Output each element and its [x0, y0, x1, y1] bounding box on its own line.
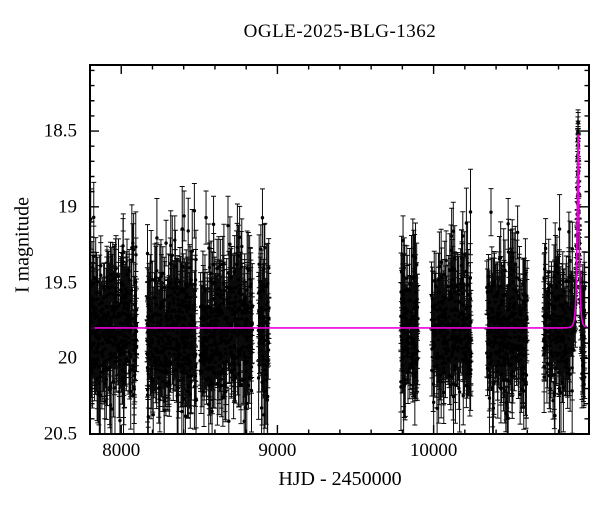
- x-tick-label: 9000: [258, 440, 297, 461]
- y-tick-label: 19: [58, 196, 77, 218]
- y-tick-label: 20.5: [43, 423, 77, 445]
- y-tick-label: 18.5: [43, 120, 77, 142]
- x-tick-label: 8000: [102, 440, 141, 461]
- y-tick-label: 20: [58, 347, 77, 369]
- x-tick-label: 10000: [409, 440, 458, 461]
- y-tick-label: 19.5: [43, 272, 77, 294]
- plot-title: OGLE-2025-BLG-1362: [243, 21, 437, 42]
- x-axis-label: HJD - 2450000: [278, 468, 402, 490]
